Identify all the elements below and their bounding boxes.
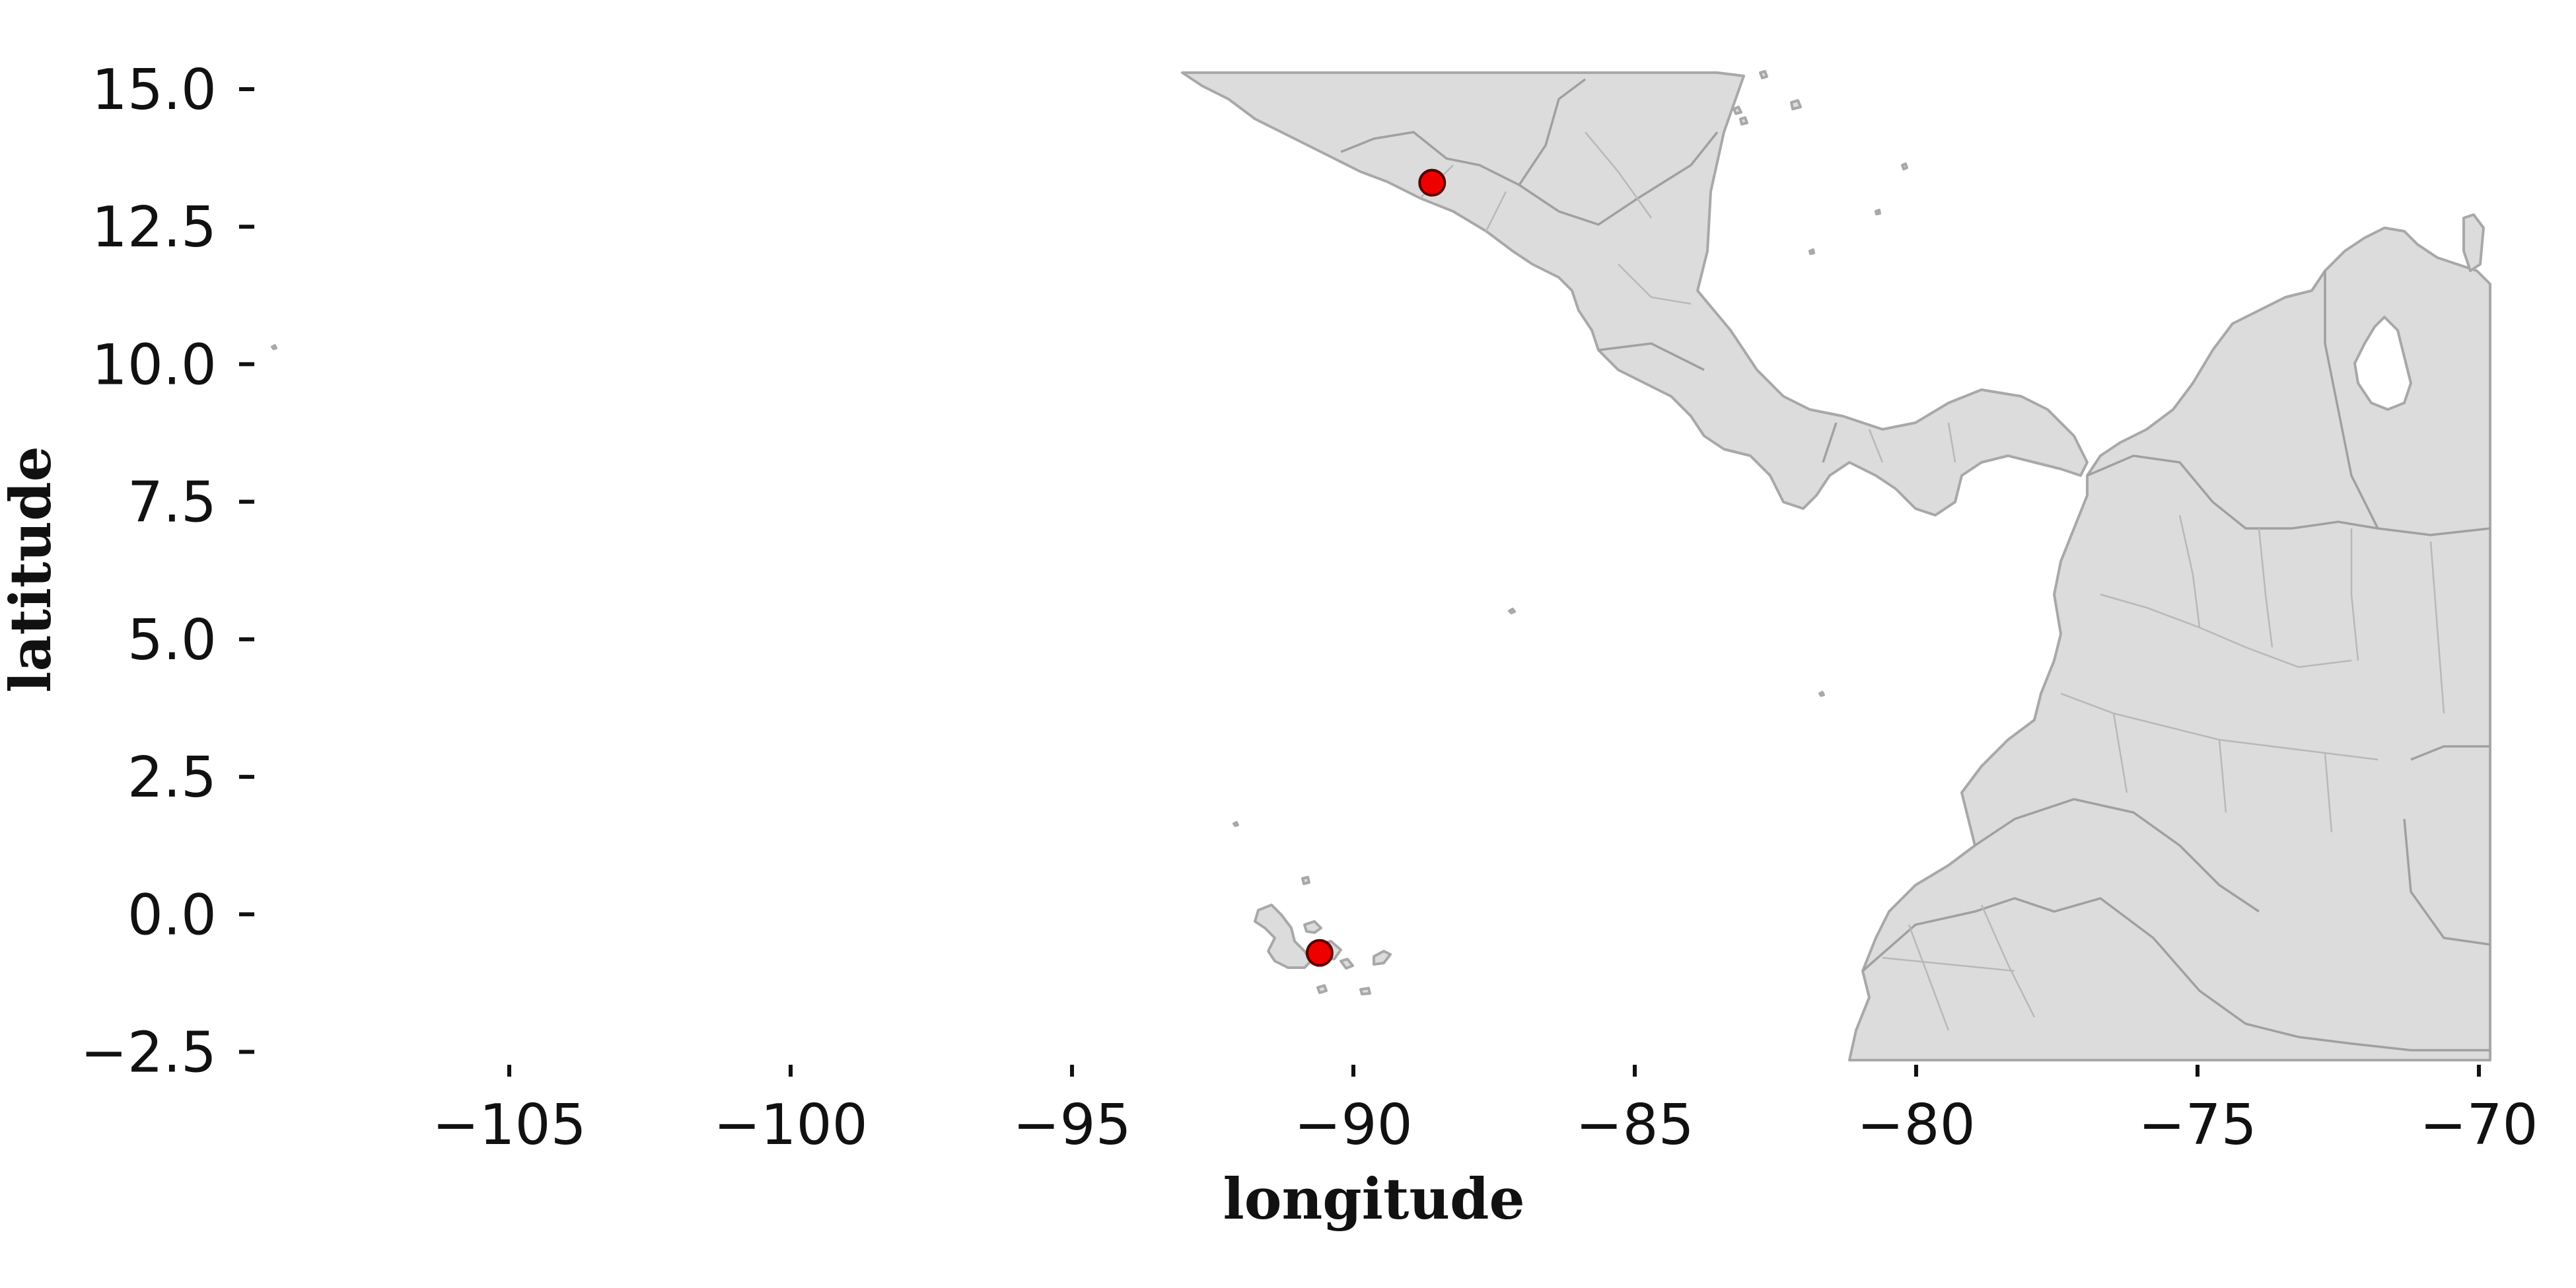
y-axis: 15.0 12.5 10.0 7.5 5.0 2.5 0.0 −2.5	[81, 57, 254, 1086]
central-america-landmass	[1181, 71, 2089, 517]
y-tick-label: 7.5	[127, 470, 217, 536]
border-line	[1340, 78, 1587, 187]
y-tick-label: 5.0	[127, 608, 217, 673]
x-tick-label: −105	[432, 1092, 586, 1158]
x-tick-label: −80	[1857, 1092, 1975, 1158]
y-axis-title: latitude	[0, 446, 64, 693]
lake-maracaibo	[2353, 315, 2413, 411]
galapagos-san-cristobal-island	[1373, 950, 1392, 966]
galapagos-island	[1303, 920, 1322, 934]
data-points	[1305, 168, 1447, 967]
y-tick-label: 15.0	[92, 57, 217, 123]
x-tick-label: −90	[1294, 1092, 1412, 1158]
x-tick-label: −75	[2138, 1092, 2256, 1158]
border-line	[2403, 745, 2491, 946]
border-line	[1598, 342, 1705, 371]
galapagos-island	[1359, 987, 1371, 995]
galapagos-island	[1340, 958, 1354, 970]
galapagos-isabela-island	[1254, 904, 1312, 969]
border-line	[1861, 897, 2490, 1052]
border-line	[1519, 131, 1719, 226]
x-tick-label: −95	[1013, 1092, 1131, 1158]
y-tick-label: 12.5	[92, 195, 217, 260]
border-line	[1822, 422, 1838, 463]
x-axis-title: longitude	[1223, 1166, 1524, 1233]
x-tick-label: −100	[713, 1092, 867, 1158]
border-line	[1974, 798, 2260, 913]
x-axis: −105 −100 −95 −90 −85 −80 −75 −70	[432, 1065, 2538, 1158]
border-line	[2060, 692, 2379, 833]
border-line	[1882, 904, 2036, 1031]
basemap	[271, 70, 2491, 1061]
y-tick-label: 0.0	[127, 882, 217, 948]
border-line	[2100, 515, 2445, 714]
location-marker[interactable]	[1305, 939, 1334, 967]
islet	[271, 70, 2485, 827]
galapagos-island	[1301, 876, 1310, 885]
x-tick-label: −85	[1575, 1092, 1694, 1158]
border-line	[2087, 454, 2379, 530]
location-marker[interactable]	[1418, 168, 1447, 197]
border-line	[2324, 271, 2491, 536]
y-tick-label: 10.0	[92, 332, 217, 398]
y-tick-label: 2.5	[127, 745, 217, 810]
y-tick-label: −2.5	[81, 1020, 217, 1086]
galapagos-island	[1316, 984, 1328, 994]
x-tick-label: −70	[2419, 1092, 2538, 1158]
south-america-landmass	[1848, 227, 2491, 1061]
